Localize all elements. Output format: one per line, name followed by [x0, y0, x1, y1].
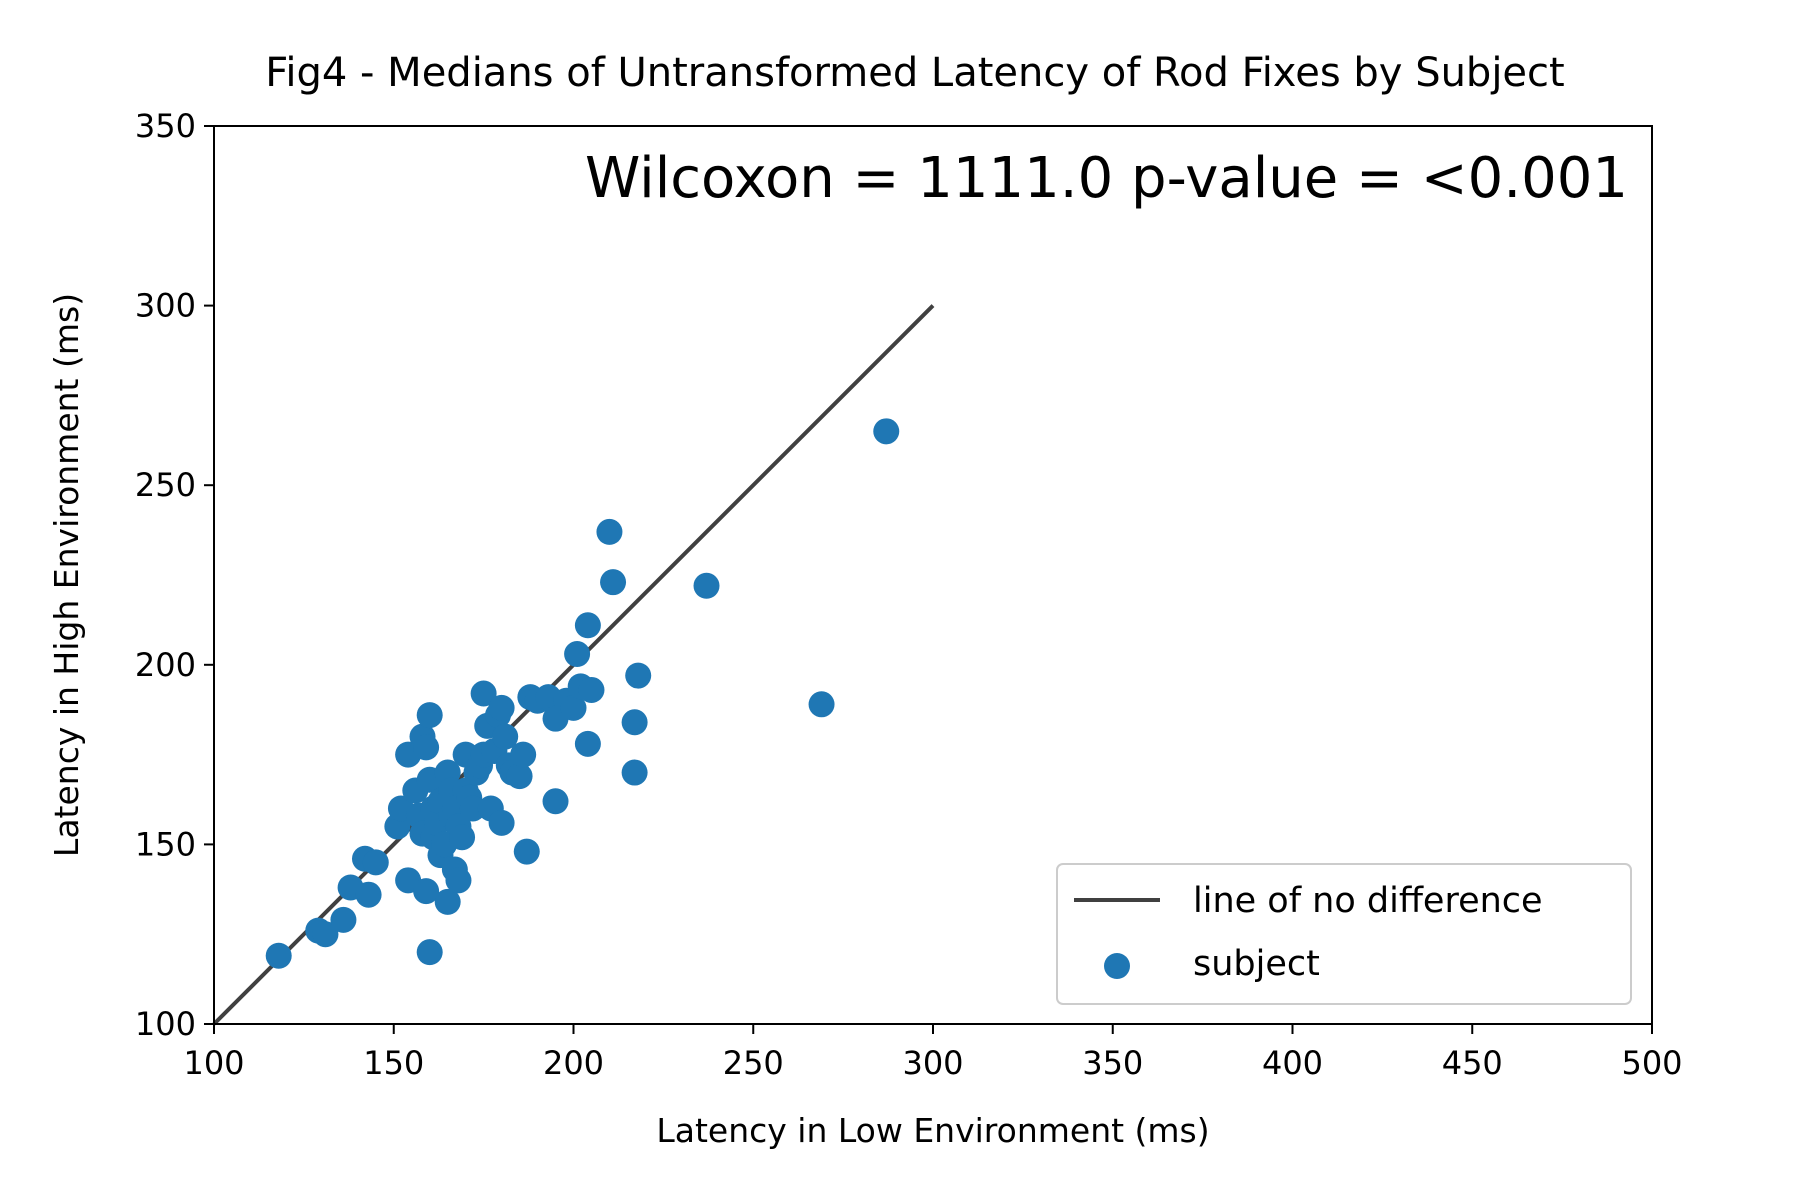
subject-point: [560, 694, 587, 721]
x-tick-label: 450: [1442, 1044, 1503, 1082]
subject-point: [574, 612, 601, 639]
subject-point: [808, 691, 835, 718]
y-ticks: 100 150 200 250 300 350: [135, 107, 214, 1043]
subject-point: [574, 730, 601, 757]
subject-point: [434, 888, 461, 915]
subject-point: [413, 878, 440, 905]
subject-point: [459, 795, 486, 822]
subject-point: [445, 867, 472, 894]
subject-point: [621, 709, 648, 736]
subject-point: [621, 759, 648, 786]
x-tick-label: 200: [543, 1044, 604, 1082]
subject-point: [488, 809, 515, 836]
x-ticks: 100 150 200 250 300 350 400 450 500: [183, 1024, 1683, 1082]
subject-point: [312, 921, 339, 948]
x-tick-label: 100: [183, 1044, 244, 1082]
subject-point: [492, 723, 519, 750]
y-tick-label: 100: [135, 1005, 196, 1043]
subject-point: [625, 662, 652, 689]
y-axis-label: Latency in High Environment (ms): [47, 293, 86, 857]
x-tick-label: 250: [723, 1044, 784, 1082]
legend-scatter-label: subject: [1193, 944, 1320, 984]
x-tick-label: 150: [363, 1044, 424, 1082]
legend: line of no difference subject: [1056, 863, 1632, 1005]
subject-point: [513, 838, 540, 865]
subject-point: [488, 694, 515, 721]
subject-point: [416, 939, 443, 966]
legend-box: [1056, 863, 1632, 1005]
subject-point: [564, 641, 591, 668]
subject-point: [416, 702, 443, 729]
subject-point: [362, 849, 389, 876]
x-axis-label: Latency in Low Environment (ms): [656, 1111, 1209, 1150]
subject-point: [470, 680, 497, 707]
y-tick-label: 300: [135, 287, 196, 325]
subject-point: [693, 572, 720, 599]
subject-point: [355, 881, 382, 908]
chart-title: Fig4 - Medians of Untransformed Latency …: [265, 50, 1564, 96]
annotation-text: Wilcoxon = 1111.0 p-value = <0.001: [585, 146, 1628, 211]
subject-point: [506, 763, 533, 790]
subject-point: [542, 788, 569, 815]
y-tick-label: 150: [135, 825, 196, 863]
x-tick-label: 350: [1082, 1044, 1143, 1082]
x-tick-label: 400: [1262, 1044, 1323, 1082]
x-tick-label: 300: [902, 1044, 963, 1082]
legend-line-label: line of no difference: [1193, 881, 1543, 921]
subject-point: [330, 906, 357, 933]
subject-point: [413, 734, 440, 761]
subject-point: [873, 418, 900, 445]
y-tick-label: 200: [135, 646, 196, 684]
subject-point: [510, 741, 537, 768]
subject-point: [596, 518, 623, 545]
subject-point: [265, 942, 292, 969]
y-tick-label: 350: [135, 107, 196, 145]
subject-point: [578, 676, 605, 703]
scatter-layer: [265, 418, 900, 969]
subject-point: [600, 569, 627, 596]
y-tick-label: 250: [135, 466, 196, 504]
subject-point: [449, 824, 476, 851]
legend-scatter-swatch: [1104, 953, 1130, 979]
x-tick-label: 500: [1621, 1044, 1682, 1082]
